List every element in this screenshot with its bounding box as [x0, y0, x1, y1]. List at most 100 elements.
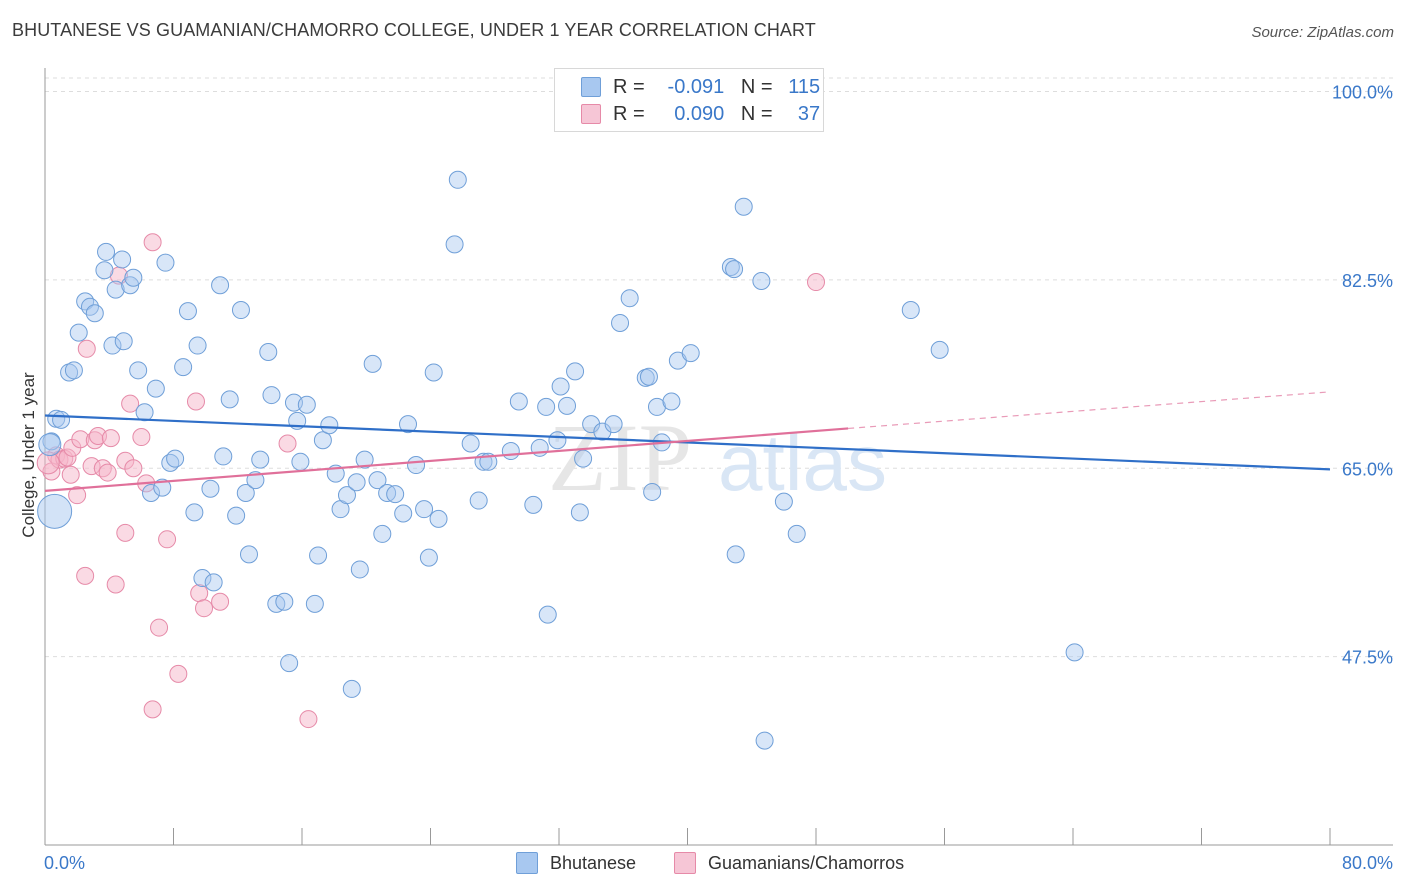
data-point-guamanians: [124, 459, 143, 478]
source-credit: Source: ZipAtlas.com: [1251, 24, 1394, 41]
data-point-bhutanese: [363, 354, 382, 373]
data-point-bhutanese: [156, 253, 175, 272]
data-point-bhutanese: [251, 450, 270, 469]
data-point-bhutanese: [166, 449, 185, 468]
data-point-bhutanese: [373, 524, 392, 543]
series-guamanians-points: [36, 233, 825, 729]
data-point-bhutanese: [461, 434, 480, 453]
data-point-bhutanese: [755, 731, 774, 750]
chart-title: BHUTANESE VS GUAMANIAN/CHAMORRO COLLEGE,…: [12, 20, 816, 40]
bottom-legend-bhutanese: Bhutanese: [516, 852, 636, 874]
data-point-guamanians: [186, 392, 205, 411]
data-point-bhutanese: [368, 471, 387, 490]
data-point-guamanians: [807, 273, 825, 292]
data-point-bhutanese: [681, 344, 700, 363]
data-point-bhutanese: [236, 484, 255, 503]
y-axis-label: College, Under 1 year: [19, 372, 38, 538]
data-point-guamanians: [121, 394, 140, 413]
legend-r-label: R =: [613, 75, 645, 98]
data-point-bhutanese: [399, 415, 418, 434]
data-point-guamanians: [98, 463, 117, 482]
data-point-bhutanese: [386, 485, 405, 504]
data-point-bhutanese: [1065, 643, 1084, 662]
data-point-guamanians: [143, 233, 162, 252]
data-point-bhutanese: [201, 479, 220, 498]
data-point-bhutanese: [76, 292, 95, 311]
data-point-bhutanese: [275, 592, 294, 611]
data-point-bhutanese: [469, 491, 488, 510]
data-point-bhutanese: [347, 473, 366, 492]
data-point-bhutanese: [103, 336, 122, 355]
data-point-bhutanese: [734, 197, 753, 216]
data-point-guamanians: [76, 566, 95, 585]
data-point-bhutanese: [114, 332, 133, 351]
data-point-bhutanese-cluster: [38, 433, 62, 457]
y-tick-label: 65.0%: [1342, 459, 1393, 479]
data-point-bhutanese: [262, 386, 281, 405]
data-point-bhutanese: [97, 242, 116, 261]
legend-n-value: 37: [797, 102, 821, 125]
data-point-bhutanese: [64, 361, 83, 380]
data-point-bhutanese: [524, 495, 543, 514]
data-point-bhutanese: [129, 361, 148, 380]
data-point-bhutanese: [153, 478, 172, 497]
watermark: ZIP atlas: [548, 404, 887, 511]
data-point-guamanians: [61, 465, 80, 484]
data-point-bhutanese: [582, 415, 601, 434]
data-point-bhutanese: [419, 548, 438, 567]
data-point-bhutanese: [220, 390, 239, 409]
data-point-bhutanese: [305, 594, 324, 613]
data-point-guamanians: [68, 486, 87, 505]
data-point-bhutanese: [309, 546, 328, 565]
data-point-bhutanese: [124, 268, 143, 287]
data-point-guamanians: [77, 339, 96, 358]
data-point-guamanians: [106, 575, 125, 594]
data-point-bhutanese: [69, 323, 88, 342]
bottom-legend-guamanians: Guamanians/Chamorros: [674, 852, 904, 874]
bottom-legend-label: Bhutanese: [550, 852, 637, 873]
data-point-bhutanese: [211, 276, 230, 295]
data-point-guamanians: [132, 428, 151, 447]
data-point-bhutanese: [930, 340, 949, 359]
data-point-bhutanese: [620, 289, 639, 308]
data-point-bhutanese: [726, 545, 745, 564]
data-point-bhutanese: [721, 257, 740, 276]
legend-r-value: -0.091: [667, 75, 725, 98]
data-point-bhutanese: [639, 367, 658, 386]
x-tick-label-max: 80.0%: [1342, 853, 1393, 873]
legend-row-guamanians: R = 0.090 N = 37: [581, 101, 820, 127]
trend-line-guamanians-extrapolated: [848, 391, 1331, 430]
bottom-legend-swatch-pink: [674, 852, 696, 874]
data-point-guamanians: [299, 710, 318, 729]
data-point-bhutanese: [611, 313, 630, 332]
data-point-bhutanese: [342, 679, 361, 698]
legend-n-value: 115: [788, 75, 821, 98]
data-point-bhutanese: [537, 397, 556, 416]
data-point-bhutanese: [239, 545, 258, 564]
trend-lines: [44, 391, 1331, 492]
data-point-bhutanese: [445, 235, 464, 254]
data-point-bhutanese: [509, 392, 528, 411]
data-point-bhutanese: [448, 170, 467, 189]
data-point-guamanians: [101, 429, 120, 448]
data-point-bhutanese: [725, 260, 744, 279]
data-point-guamanians: [190, 584, 209, 603]
data-point-bhutanese: [259, 343, 278, 362]
data-point-bhutanese: [146, 379, 165, 398]
data-point-guamanians: [195, 599, 214, 618]
data-point-bhutanese: [142, 484, 161, 503]
y-tick-label: 47.5%: [1342, 648, 1393, 668]
data-point-bhutanese-cluster: [37, 493, 73, 529]
data-point-bhutanese: [355, 450, 374, 469]
data-point-bhutanese: [320, 416, 339, 435]
legend-r-value: 0.090: [674, 102, 725, 125]
data-point-bhutanese: [231, 301, 250, 320]
data-point-bhutanese: [204, 573, 223, 592]
data-point-bhutanese: [291, 452, 310, 471]
data-point-bhutanese: [566, 362, 585, 381]
data-point-bhutanese: [85, 304, 104, 323]
data-point-bhutanese: [570, 503, 589, 522]
data-point-bhutanese: [787, 524, 806, 543]
data-point-guamanians: [211, 592, 230, 611]
legend-swatch-blue: [581, 77, 601, 97]
